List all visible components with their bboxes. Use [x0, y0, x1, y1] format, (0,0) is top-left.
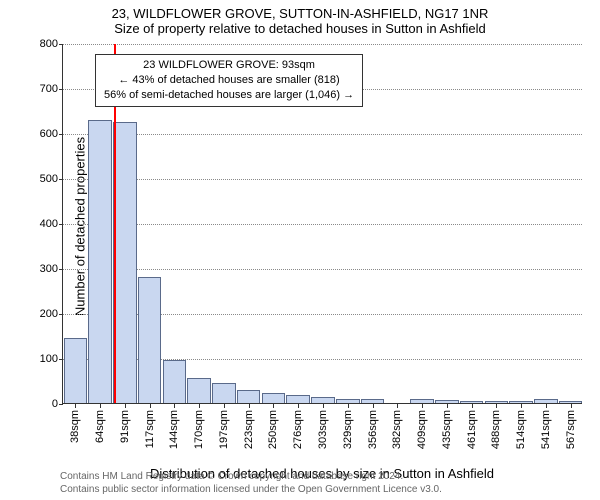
ytick-label: 700 [18, 83, 58, 95]
xtick-mark [521, 404, 522, 408]
histogram-bar [237, 390, 261, 404]
xtick-mark [273, 404, 274, 408]
ytick-mark [59, 44, 63, 45]
footer-line2: Contains public sector information licen… [60, 484, 442, 497]
gridline [63, 134, 582, 135]
histogram-bar [187, 378, 211, 403]
xtick-label: 541sqm [540, 410, 552, 460]
xtick-label: 117sqm [144, 410, 156, 460]
histogram-bar [361, 399, 385, 404]
xtick-mark [125, 404, 126, 408]
ytick-mark [59, 179, 63, 180]
xtick-label: 382sqm [391, 410, 403, 460]
histogram-bar [410, 399, 434, 403]
xtick-label: 170sqm [193, 410, 205, 460]
xtick-label: 409sqm [416, 410, 428, 460]
xtick-mark [150, 404, 151, 408]
xtick-label: 514sqm [515, 410, 527, 460]
xtick-label: 276sqm [292, 410, 304, 460]
histogram-bar [163, 360, 187, 403]
ytick-label: 0 [18, 398, 58, 410]
histogram-bar [534, 399, 558, 404]
histogram-bar [286, 395, 310, 403]
ytick-mark [59, 224, 63, 225]
histogram-bar [485, 401, 509, 403]
footer-line1: Contains HM Land Registry data © Crown c… [60, 471, 442, 484]
xtick-label: 567sqm [565, 410, 577, 460]
page-subtitle: Size of property relative to detached ho… [0, 21, 600, 38]
xtick-label: 435sqm [441, 410, 453, 460]
ytick-mark [59, 89, 63, 90]
ytick-mark [59, 404, 63, 405]
xtick-label: 356sqm [367, 410, 379, 460]
histogram-bar [64, 338, 88, 403]
annotation-line3: 56% of semi-detached houses are larger (… [104, 88, 354, 103]
ytick-mark [59, 359, 63, 360]
histogram-bar [311, 397, 335, 403]
ytick-mark [59, 314, 63, 315]
xtick-mark [422, 404, 423, 408]
histogram-bar [559, 401, 583, 403]
ytick-mark [59, 269, 63, 270]
xtick-label: 329sqm [342, 410, 354, 460]
histogram-bar [460, 401, 484, 403]
xtick-mark [75, 404, 76, 408]
xtick-label: 461sqm [466, 410, 478, 460]
xtick-label: 197sqm [218, 410, 230, 460]
xtick-mark [447, 404, 448, 408]
histogram-bar [113, 122, 137, 403]
ytick-label: 100 [18, 353, 58, 365]
histogram-bar [212, 383, 236, 403]
histogram-bar [262, 393, 286, 403]
xtick-mark [373, 404, 374, 408]
xtick-label: 91sqm [119, 410, 131, 460]
xtick-mark [100, 404, 101, 408]
xtick-mark [546, 404, 547, 408]
xtick-mark [323, 404, 324, 408]
ytick-label: 800 [18, 38, 58, 50]
xtick-mark [174, 404, 175, 408]
annotation-line2: ← 43% of detached houses are smaller (81… [104, 73, 354, 88]
footer-attribution: Contains HM Land Registry data © Crown c… [60, 471, 442, 496]
histogram-bar [88, 120, 112, 404]
xtick-label: 303sqm [317, 410, 329, 460]
ytick-label: 500 [18, 173, 58, 185]
xtick-mark [571, 404, 572, 408]
xtick-mark [496, 404, 497, 408]
chart-area: Number of detached properties 0100200300… [62, 44, 582, 404]
xtick-mark [249, 404, 250, 408]
histogram-bar [336, 399, 360, 404]
histogram-bar [138, 277, 162, 403]
xtick-label: 250sqm [267, 410, 279, 460]
ytick-label: 600 [18, 128, 58, 140]
xtick-mark [298, 404, 299, 408]
xtick-mark [199, 404, 200, 408]
annotation-box: 23 WILDFLOWER GROVE: 93sqm← 43% of detac… [95, 54, 363, 107]
histogram-bar [435, 400, 459, 403]
ytick-mark [59, 134, 63, 135]
ytick-label: 200 [18, 308, 58, 320]
histogram-bar [509, 401, 533, 403]
ytick-label: 400 [18, 218, 58, 230]
gridline [63, 44, 582, 45]
gridline [63, 179, 582, 180]
xtick-label: 223sqm [243, 410, 255, 460]
xtick-mark [224, 404, 225, 408]
xtick-label: 38sqm [69, 410, 81, 460]
xtick-mark [348, 404, 349, 408]
xtick-label: 144sqm [168, 410, 180, 460]
xtick-label: 488sqm [490, 410, 502, 460]
ytick-label: 300 [18, 263, 58, 275]
xtick-mark [472, 404, 473, 408]
xtick-mark [397, 404, 398, 408]
annotation-line1: 23 WILDFLOWER GROVE: 93sqm [104, 58, 354, 73]
plot-region: 010020030040050060070080038sqm64sqm91sqm… [62, 44, 582, 404]
gridline [63, 269, 582, 270]
xtick-label: 64sqm [94, 410, 106, 460]
page-title: 23, WILDFLOWER GROVE, SUTTON-IN-ASHFIELD… [0, 0, 600, 21]
gridline [63, 224, 582, 225]
